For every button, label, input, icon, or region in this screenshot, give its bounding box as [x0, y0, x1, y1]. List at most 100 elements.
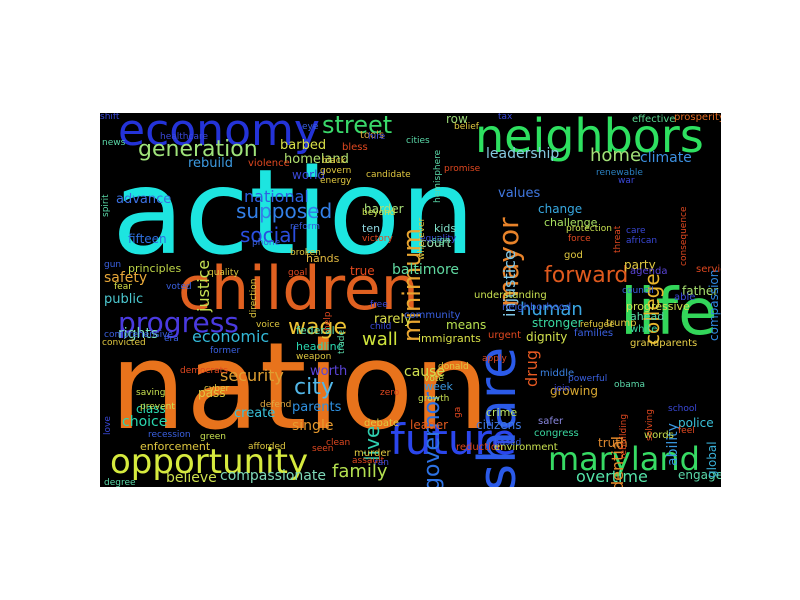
word-social: social — [240, 223, 298, 247]
word-wherever: wherever — [417, 217, 427, 261]
word-human: human — [520, 299, 583, 320]
word-life: life — [620, 276, 718, 350]
word-effective: effective — [632, 114, 676, 125]
word-obama: obama — [614, 380, 646, 390]
word-principles: principles — [128, 262, 182, 275]
word-belief: belief — [454, 122, 479, 132]
word-economy: economy — [118, 113, 320, 156]
word-protection: protection — [566, 224, 612, 234]
word-climate: climate — [640, 150, 692, 166]
word-family: family — [332, 461, 388, 482]
word-rebuilding: rebuilding — [619, 413, 629, 459]
word-growing: growing — [550, 384, 598, 398]
word-cloud: action nation children neighbors economy life… — [100, 113, 721, 487]
word-refugee: refugee — [580, 320, 615, 330]
word-world: world — [292, 168, 326, 182]
word-rights: rights — [118, 326, 159, 342]
word-understanding: understanding — [474, 290, 547, 301]
word-immigrants: immigrants — [418, 332, 481, 345]
word-service: service — [696, 264, 721, 275]
word-weapon: weapon — [296, 352, 332, 362]
word-class: class — [136, 402, 166, 416]
word-zero: zero — [380, 388, 400, 398]
word-words: words — [644, 430, 674, 441]
word-drug: drug — [522, 350, 541, 388]
word-grandparents: grandparents — [630, 338, 698, 349]
word-homeland: homeland — [284, 152, 349, 167]
word-democrats: democrats — [180, 366, 228, 376]
word-forward: forward — [544, 263, 629, 288]
word-hire: hire — [368, 132, 386, 142]
word-children: children — [178, 254, 419, 324]
word-police: police — [678, 416, 714, 430]
word-able: able — [674, 292, 696, 303]
word-overtime: overtime — [576, 467, 648, 486]
word-neighbors: neighbors — [475, 113, 704, 163]
word-urgent: urgent — [488, 330, 522, 341]
word-feel: feel — [678, 426, 695, 436]
word-voted: voted — [166, 282, 192, 292]
word-ran: ran — [374, 458, 389, 468]
word-force: force — [568, 234, 591, 244]
word-convicted: convicted — [102, 338, 146, 348]
word-former: former — [210, 346, 241, 356]
word-care: care — [626, 226, 646, 236]
word-broken: broken — [290, 248, 321, 258]
word-trump: trump — [606, 318, 637, 329]
word-enforcement: enforcement — [140, 440, 211, 453]
word-means: means — [446, 318, 487, 332]
word-reduction: reduction — [456, 442, 504, 453]
word-clean: clean — [326, 438, 351, 448]
word-wall: wall — [362, 329, 398, 350]
word-public: public — [104, 292, 144, 307]
word-govern: govern — [320, 166, 352, 176]
word-congress: congress — [534, 428, 579, 439]
word-cities: cities — [406, 136, 430, 146]
word-consequence: consequence — [679, 206, 689, 267]
word-bless: bless — [342, 142, 368, 153]
word-stronger: stronger — [532, 316, 583, 330]
word-crime: crime — [486, 406, 518, 419]
word-citizens: citizens — [476, 418, 522, 432]
word-change: change — [538, 202, 583, 216]
word-single: single — [292, 418, 334, 434]
word-week: week — [424, 380, 453, 393]
word-economic: economic — [192, 327, 270, 346]
word-national: national — [244, 187, 309, 206]
word-prosperity: prosperity — [674, 113, 721, 123]
word-ahead: ahead — [630, 310, 665, 323]
word-progress: progress — [118, 306, 239, 339]
word-parents: parents — [292, 400, 342, 415]
word-phone: phone — [252, 238, 281, 248]
word-trade: trade — [337, 330, 347, 354]
word-future: future — [390, 415, 517, 464]
word-energy: energy — [320, 176, 352, 186]
word-court: court — [420, 236, 452, 250]
word-vote: vote — [424, 374, 444, 384]
word-shift: shift — [100, 113, 120, 122]
word-murder: murder — [354, 448, 391, 459]
word-maryland: maryland — [548, 440, 700, 478]
word-street: street — [322, 113, 393, 139]
word-truth: truth — [598, 436, 628, 450]
word-true: true — [350, 264, 375, 278]
word-safer: safer — [538, 416, 564, 427]
word-direction: direction — [249, 278, 259, 318]
word-values: values — [498, 186, 541, 201]
word-generation: generation — [138, 137, 258, 162]
word-kids: kids — [434, 222, 457, 235]
word-baltimore: baltimore — [392, 262, 459, 278]
word-child: child — [370, 322, 392, 332]
word-threat: threat — [613, 226, 623, 254]
word-degree: degree — [104, 478, 136, 488]
word-fear: fear — [114, 282, 132, 292]
word-pass: pass — [198, 386, 226, 400]
word-choice: choice — [122, 414, 168, 430]
word-home: home — [590, 145, 642, 166]
word-saving: saving — [136, 388, 166, 398]
word-god: god — [564, 250, 583, 261]
word-ten: ten — [362, 222, 381, 235]
word-row: row — [446, 113, 468, 126]
word-council: council — [622, 286, 654, 296]
word-families: families — [574, 328, 614, 339]
